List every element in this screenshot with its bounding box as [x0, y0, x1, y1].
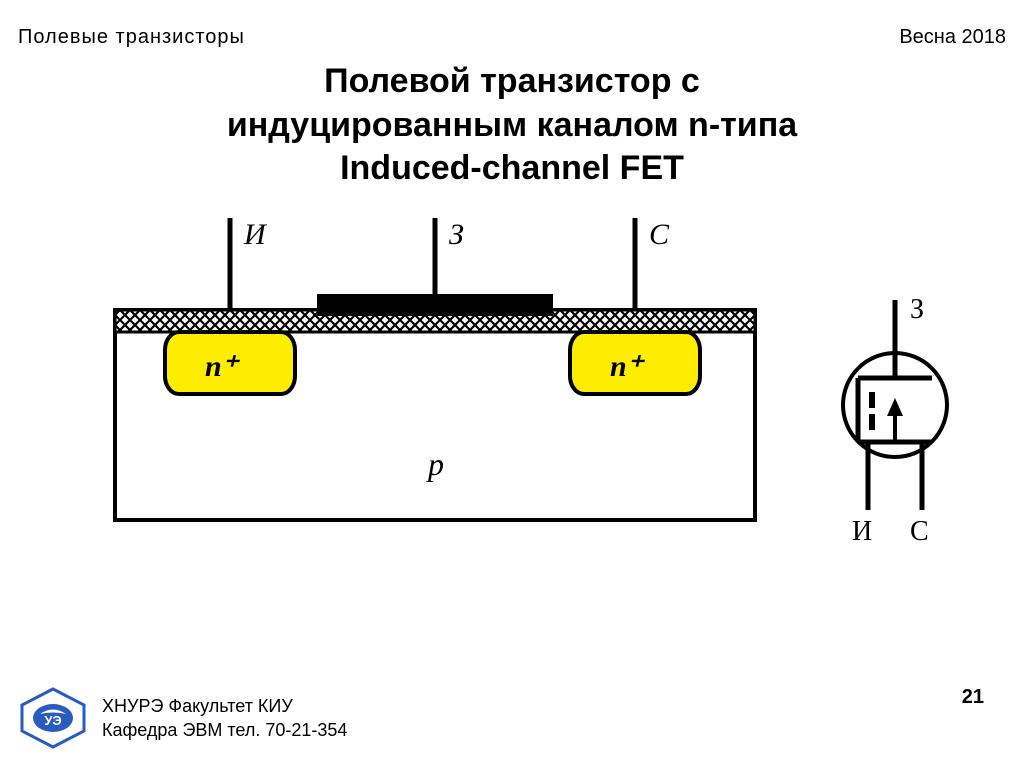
- nplus-right-label: n⁺: [610, 350, 646, 383]
- symbol-drain-label: С: [910, 516, 929, 547]
- page-title: Полевой транзистор с индуцированным кана…: [0, 60, 1024, 191]
- footer-text: ХНУРЭ Факультет КИУ Кафедра ЭВМ тел. 70-…: [102, 694, 347, 743]
- university-logo-icon: УЭ: [18, 687, 88, 749]
- title-line-3: Induced-channel FET: [0, 147, 1024, 191]
- header-right: Весна 2018: [899, 26, 1006, 49]
- header-left: Полевые транзисторы: [18, 26, 245, 49]
- footer-line-2: Кафедра ЭВМ тел. 70-21-354: [102, 718, 347, 742]
- substrate-label: p: [426, 446, 444, 482]
- title-line-1: Полевой транзистор с: [0, 60, 1024, 104]
- footer: УЭ ХНУРЭ Факультет КИУ Кафедра ЭВМ тел. …: [18, 687, 347, 749]
- title-line-2: индуцированным каналом n-типа: [0, 104, 1024, 148]
- schematic-symbol: З И С: [843, 294, 947, 547]
- nplus-left-label: n⁺: [205, 350, 241, 383]
- fet-diagram: n⁺ n⁺ p И З С: [0, 210, 1024, 610]
- footer-line-1: ХНУРЭ Факультет КИУ: [102, 694, 347, 718]
- symbol-source-label: И: [852, 516, 872, 547]
- symbol-gate-label: З: [910, 294, 924, 325]
- arrow-icon: [887, 398, 903, 416]
- svg-text:УЭ: УЭ: [44, 713, 61, 728]
- gate-metal: [317, 294, 553, 316]
- page-number: 21: [962, 686, 984, 709]
- terminal-source-label: И: [243, 218, 268, 251]
- terminal-drain-label: С: [649, 218, 670, 251]
- terminal-gate-label: З: [449, 218, 464, 251]
